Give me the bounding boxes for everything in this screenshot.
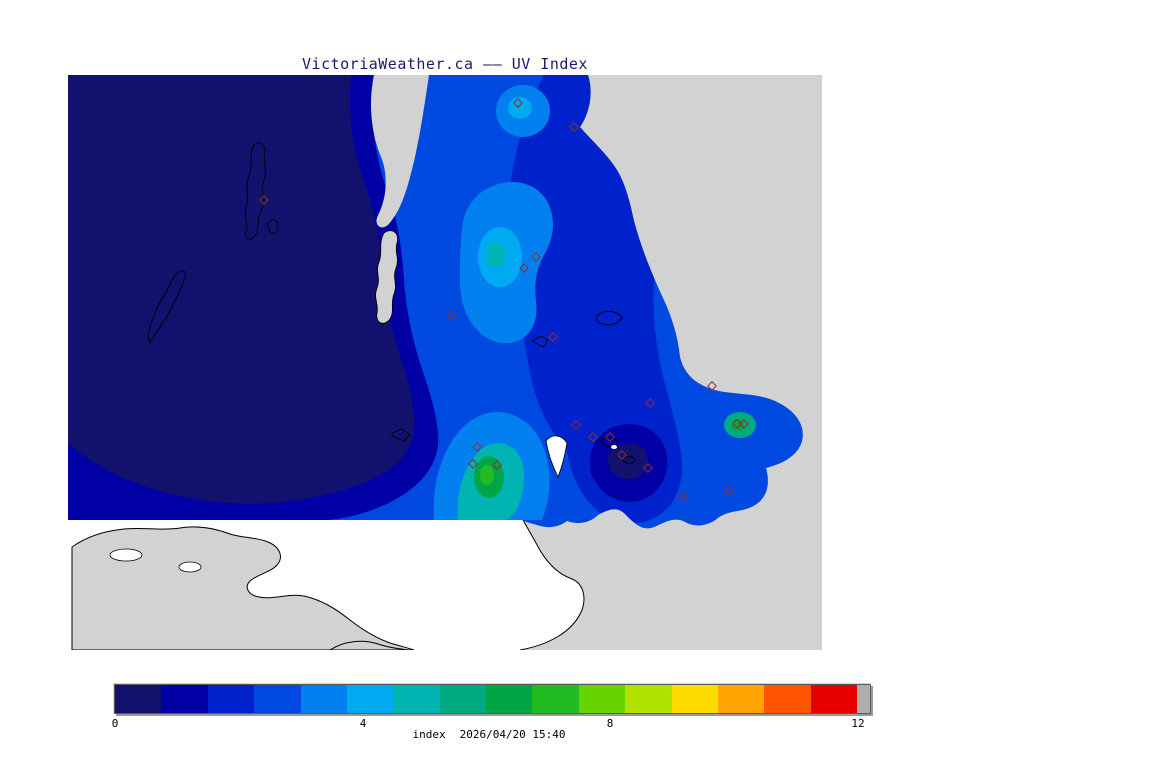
colorbar-segment — [393, 685, 440, 713]
contour-level5-core-north — [508, 97, 532, 119]
station-marker — [588, 432, 598, 442]
station-marker — [678, 492, 688, 502]
coastline-sea-edge — [519, 519, 585, 650]
colorbar-segment — [810, 685, 857, 713]
caption: index 2026/04/20 15:40 — [412, 728, 565, 741]
colorbar-segment — [115, 685, 162, 713]
bay-notch — [545, 435, 568, 478]
station-marker — [571, 420, 581, 430]
colorbar-end-cap — [857, 685, 870, 713]
fjord-land-patch — [375, 230, 399, 324]
station-marker — [513, 98, 523, 108]
colorbar-segment — [671, 685, 718, 713]
colorbar-tick-8: 8 — [606, 717, 614, 730]
colorbar-segment — [207, 685, 255, 713]
station-marker — [605, 432, 615, 442]
colorbar-segment — [717, 685, 765, 713]
colorbar-segment — [625, 685, 672, 713]
station-marker — [259, 195, 269, 205]
station-marker — [617, 450, 627, 460]
coastline-detail-southwest — [391, 428, 411, 442]
station-marker — [724, 486, 734, 496]
station-marker — [707, 381, 717, 391]
station-marker — [447, 310, 457, 320]
caption-label: index — [412, 728, 446, 741]
island-outline-central — [531, 335, 549, 348]
station-marker — [492, 460, 502, 470]
island-outline — [599, 436, 619, 447]
island-outline — [621, 456, 636, 464]
colorbar — [114, 684, 871, 714]
contour-level0-core-gulf — [608, 443, 648, 479]
station-marker — [519, 263, 529, 273]
colorbar-segment — [578, 685, 626, 713]
caption-datetime: 2026/04/20 15:40 — [459, 728, 566, 741]
colorbar-segment — [346, 685, 394, 713]
station-marker — [468, 459, 478, 469]
colorbar-tick-0: 0 — [111, 717, 119, 730]
colorbar-tick-12: 12 — [851, 717, 865, 730]
station-marker — [472, 442, 482, 452]
colorbar-segment — [764, 685, 811, 713]
station-marker — [531, 252, 541, 262]
colorbar-segment — [254, 685, 301, 713]
island-outline-northwest — [244, 142, 266, 240]
island-outline-northwest-small — [267, 219, 279, 234]
coastline-fragment — [329, 640, 409, 650]
station-marker — [569, 122, 579, 132]
colorbar-tick-4: 4 — [359, 717, 367, 730]
map-canvas — [68, 75, 822, 650]
lake — [109, 548, 143, 562]
station-markers — [68, 75, 822, 650]
contour-level0-region — [68, 75, 415, 504]
station-marker — [645, 398, 655, 408]
island-fleck — [611, 445, 617, 449]
colorbar-segment — [532, 685, 579, 713]
island-outline-west — [147, 270, 187, 344]
colorbar-segment — [486, 685, 533, 713]
lake — [178, 561, 202, 573]
coastline-detail-central — [595, 310, 623, 326]
page-title: VictoriaWeather.ca —— UV Index — [302, 55, 588, 73]
colorbar-segment — [300, 685, 347, 713]
contour-level9-core-south — [480, 465, 494, 485]
station-marker — [548, 332, 558, 342]
contour-level6-core-west — [487, 242, 505, 268]
colorbar-segment — [439, 685, 486, 713]
contour-level8-core-east — [731, 419, 745, 431]
weather-map — [68, 75, 822, 650]
colorbar-segment — [161, 685, 208, 713]
south-landmass — [71, 526, 415, 650]
station-marker — [643, 463, 653, 473]
station-marker — [739, 419, 749, 429]
